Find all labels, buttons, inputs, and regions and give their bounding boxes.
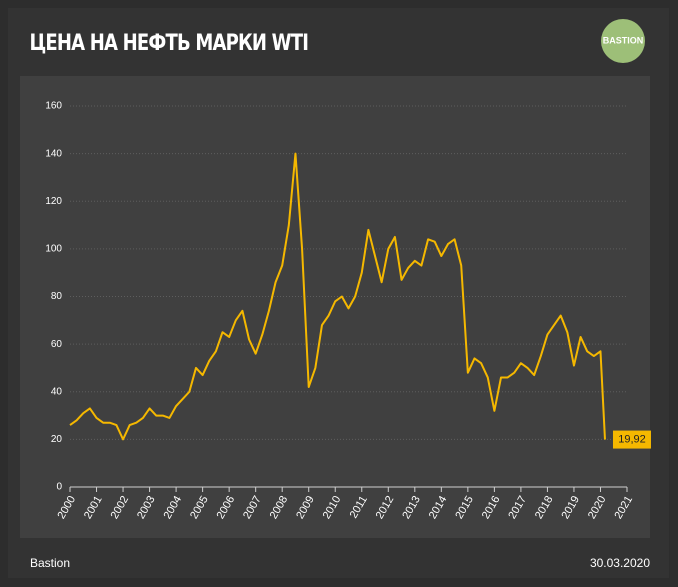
value-label: 19,92 <box>618 433 646 445</box>
line <box>69 152 606 441</box>
source: Bastion <box>30 556 70 570</box>
y-tick-label: 60 <box>51 339 63 350</box>
plot-panel <box>20 76 650 538</box>
y-tick-label: 80 <box>51 291 63 302</box>
y-tick-label: 100 <box>45 244 62 255</box>
chart-title: ЦЕНА НА НЕФТЬ МАРКИ WTI <box>30 29 309 55</box>
y-tick-label: 140 <box>45 148 62 159</box>
logo <box>601 19 645 63</box>
y-tick-label: 20 <box>51 434 63 445</box>
y-tick-label: 40 <box>51 386 63 397</box>
y-tick-label: 0 <box>56 482 62 493</box>
date: 30.03.2020 <box>590 556 650 570</box>
value-label-box <box>612 430 651 449</box>
logo-text: BASTION <box>603 35 644 45</box>
y-tick-label: 120 <box>45 196 62 207</box>
y-tick-label: 160 <box>45 101 62 112</box>
